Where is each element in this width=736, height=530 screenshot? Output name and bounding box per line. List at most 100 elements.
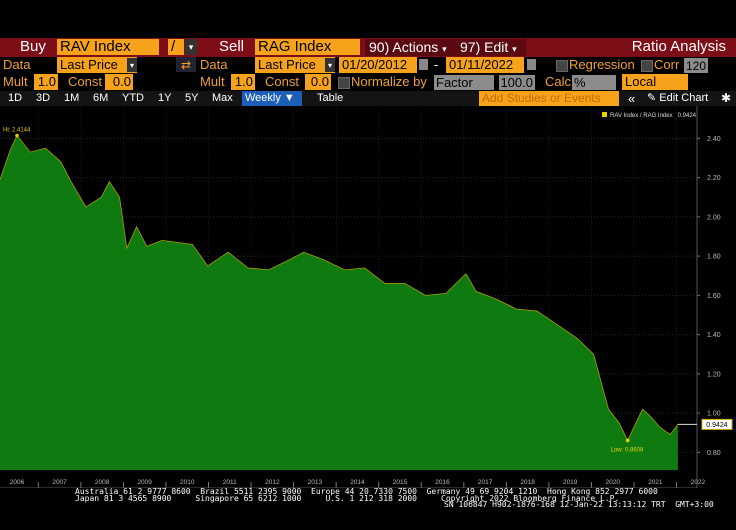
x-tick-label: 2020 [606, 479, 621, 486]
calc-field[interactable]: % [572, 75, 616, 90]
edit-chart-label: Edit Chart [659, 92, 709, 104]
edit-label: 97) Edit [460, 39, 509, 55]
frequency-label: Weekly [245, 92, 281, 104]
actions-label: 90) Actions [369, 39, 439, 55]
chart-toolbar [0, 91, 736, 106]
mult-field[interactable]: 1.0 [231, 74, 255, 90]
x-tick-label: 2022 [691, 479, 706, 486]
y-tick-label: 2.40 [707, 136, 721, 143]
y-tick-label: 1.60 [707, 293, 721, 300]
period-tab[interactable]: 1D [8, 92, 23, 104]
mult-label: Mult [3, 74, 28, 89]
x-tick-label: 2009 [137, 479, 152, 486]
regression-label: Regression [569, 57, 635, 72]
chart: 0.80 1.00 1.20 1.40 1.60 1.80 2.00 2.20 2.40 2006… [0, 106, 733, 488]
buy-label: Buy [20, 38, 46, 55]
edit-menu[interactable]: 97) Edit ▾ [456, 39, 526, 56]
field-b[interactable]: Last Price [255, 57, 335, 73]
screen-title: Ratio Analysis [631, 38, 726, 55]
x-tick-label: 2019 [563, 479, 578, 486]
x-tick-label: 2016 [435, 479, 450, 486]
x-tick-label: 2014 [350, 479, 365, 486]
footer-line: Japan 81 3 4565 8900 Singapore 65 6212 1… [75, 494, 620, 503]
calc-label: Calc [545, 74, 572, 89]
start-date[interactable]: 01/20/2012 [339, 57, 417, 73]
hi-annotation: Hi: 2.4144 [3, 128, 31, 134]
legend-label: RAV Index / RAG Index [610, 113, 673, 119]
end-date[interactable]: 01/11/2022 [446, 57, 524, 73]
y-tick-label: 1.00 [707, 411, 721, 418]
collapse-button[interactable]: « [628, 91, 636, 106]
last-value-box [701, 418, 733, 430]
data-label: Data [3, 57, 31, 72]
regression-checkbox[interactable] [556, 60, 568, 72]
mult-label: Mult [200, 74, 225, 89]
field-a[interactable]: Last Price [57, 57, 137, 73]
const-field[interactable]: 0.0 [305, 74, 331, 90]
y-tick-label: 1.80 [707, 254, 721, 261]
corr-label: Corr [654, 57, 680, 72]
x-tick-label: 2012 [265, 479, 280, 486]
const-field[interactable]: 0.0 [105, 74, 133, 90]
const-label: Const [68, 74, 102, 89]
x-tick-label: 2011 [223, 479, 237, 486]
factor-field[interactable]: Factor [434, 75, 494, 90]
y-tick-label: 2.20 [707, 175, 721, 182]
normalize-label: Normalize by [351, 74, 427, 89]
y-tick-label: 1.40 [707, 332, 721, 339]
x-tick-label: 2006 [10, 479, 25, 486]
y-tick-label: 1.20 [707, 371, 721, 378]
settings-button[interactable]: ✱ [721, 91, 732, 105]
period-tab[interactable]: 1Y [158, 92, 172, 104]
corr-checkbox[interactable] [641, 60, 653, 72]
data-label: Data [200, 57, 228, 72]
x-tick-label: 2013 [308, 479, 323, 486]
x-tick-label: 2007 [52, 479, 67, 486]
period-tab[interactable]: YTD [122, 92, 144, 104]
period-tab[interactable]: 6M [93, 92, 109, 104]
calendar-icon[interactable] [419, 59, 428, 70]
date-separator: - [434, 57, 439, 72]
sell-label: Sell [219, 38, 245, 55]
currency-field[interactable]: Local [622, 74, 688, 90]
frequency-tab[interactable]: Weekly ▼ [242, 91, 302, 106]
low-annotation: Low: 0.8608 [611, 447, 644, 453]
operator-dropdown[interactable]: ▾ [185, 39, 197, 55]
x-tick-label: 2015 [393, 479, 408, 486]
operator[interactable]: / [168, 39, 184, 55]
buy-ticker[interactable]: RAV Index [57, 39, 159, 55]
table-tab[interactable]: Table [317, 92, 344, 104]
dropdown[interactable]: ▾ [127, 58, 137, 72]
hi-marker [15, 133, 19, 138]
legend-swatch [602, 112, 607, 117]
period-tab[interactable]: Max [212, 92, 233, 104]
period-tab[interactable]: 3D [36, 92, 51, 104]
area-outline [0, 134, 679, 442]
x-tick-label: 2021 [648, 479, 663, 486]
corr-field[interactable]: 120 [684, 58, 708, 73]
calendar-icon[interactable] [527, 59, 536, 70]
area [0, 135, 678, 470]
actions-menu[interactable]: 90) Actions ▾ [365, 39, 457, 56]
edit-chart-button[interactable]: ✎ Edit Chart [647, 92, 709, 104]
y-tick-label: 2.00 [707, 214, 721, 221]
period-tab[interactable]: 1M [64, 92, 80, 104]
x-tick-label: 2008 [95, 479, 110, 486]
last-value-label: 0.9424 [706, 422, 728, 429]
y-tick-label: 0.80 [707, 450, 721, 457]
x-tick-label: 2010 [180, 479, 195, 486]
dropdown[interactable]: ▾ [325, 58, 335, 72]
mult-field[interactable]: 1.0 [34, 74, 58, 90]
studies-field[interactable]: Add Studies or Events [479, 91, 619, 106]
footer-line: Australia 61 2 9777 8600 Brazil 5511 239… [75, 487, 658, 496]
factor-value[interactable]: 100.0 [499, 75, 535, 90]
legend-value: 0.9424 [678, 113, 697, 119]
normalize-checkbox[interactable] [338, 77, 350, 89]
sell-ticker[interactable]: RAG Index [255, 39, 360, 55]
period-tab[interactable]: 5Y [185, 92, 199, 104]
x-tick-label: 2017 [478, 479, 493, 486]
swap-button[interactable]: ⇄ [176, 57, 196, 72]
footer-line: SN 106847 H902-1876-168 12-Jan-22 13:13:… [444, 500, 714, 509]
low-marker [625, 438, 630, 443]
x-tick-label: 2018 [520, 479, 535, 486]
